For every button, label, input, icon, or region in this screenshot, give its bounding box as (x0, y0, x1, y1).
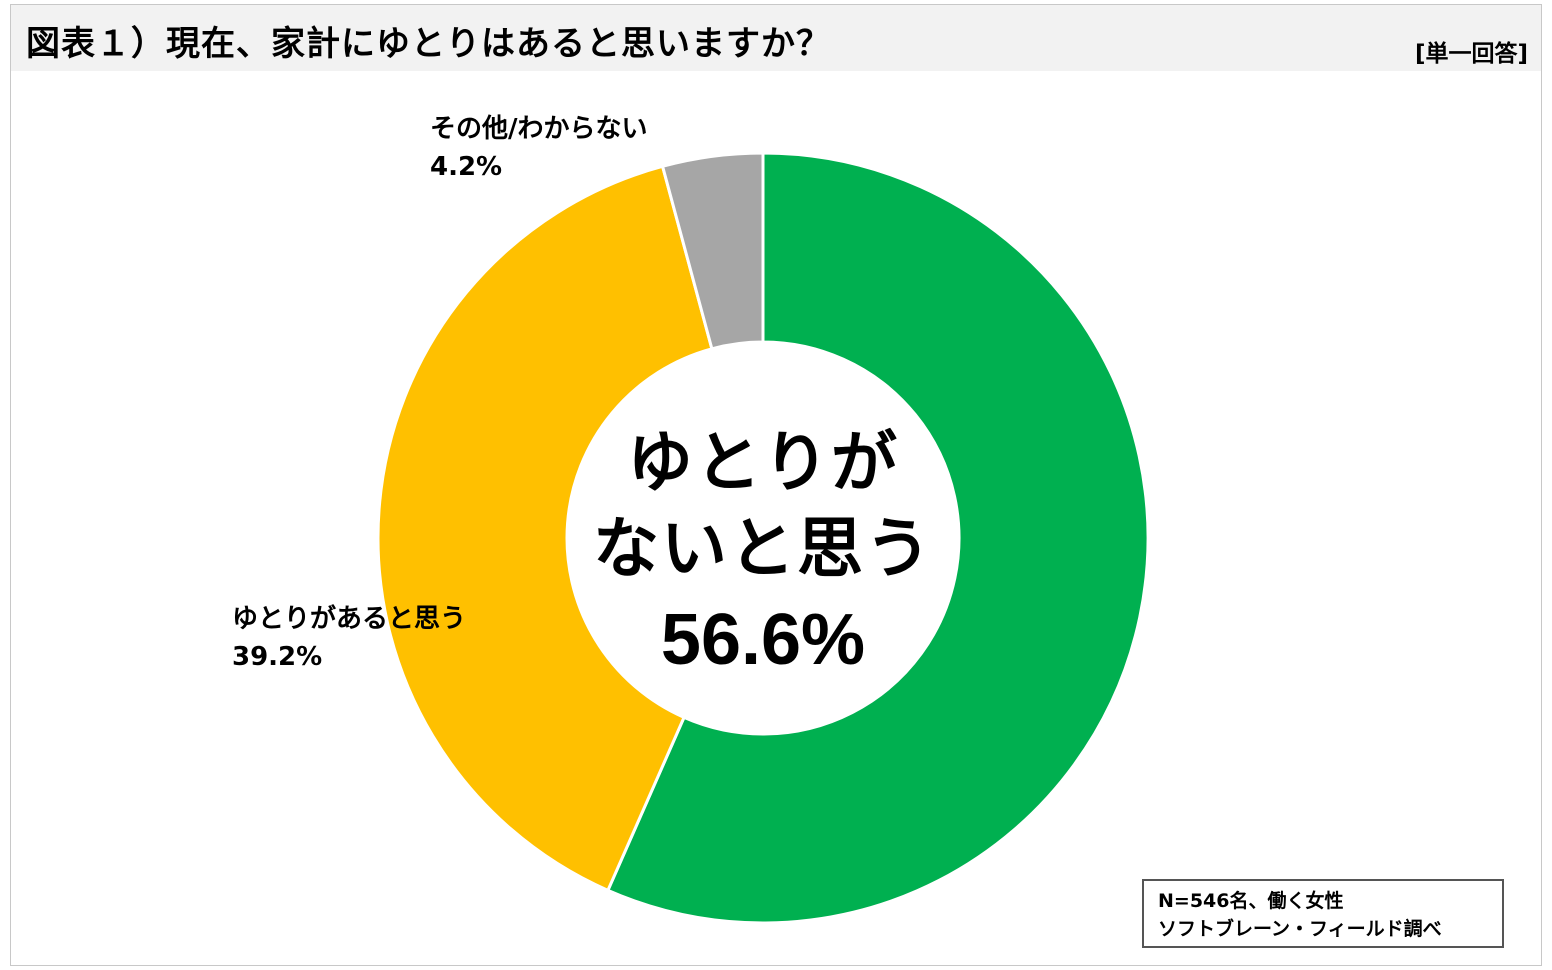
center-label-value: 56.6% (660, 600, 866, 680)
donut-slice-1 (376, 164, 714, 893)
center-label: ゆとりが ないと思う 56.6% (563, 420, 963, 688)
slice-label-other-name: その他/わからない (430, 114, 648, 144)
source-note-line2: ソフトブレーン・フィールド調べ (1158, 918, 1442, 940)
slice-label-yes-name: ゆとりがあると思う (232, 604, 467, 634)
center-label-line2: ないと思う (593, 510, 933, 587)
donut-slice-2 (660, 151, 765, 351)
slice-label-yes-value: 39.2% (232, 642, 323, 672)
source-note: N=546名、働く女性 ソフトブレーン・フィールド調べ (1142, 879, 1504, 948)
slice-label-other-value: 4.2% (430, 152, 503, 182)
donut-slice-0 (605, 151, 1150, 925)
slice-label-other: その他/わからない 4.2% (430, 110, 648, 186)
source-note-line1: N=546名、働く女性 (1158, 890, 1344, 912)
chart-title: 図表１）現在、家計にゆとりはあると思いますか？ (26, 24, 831, 64)
title-bar (11, 5, 1541, 71)
answer-type-label: [単一回答] (1414, 41, 1528, 67)
center-label-line1: ゆとりが (627, 424, 899, 501)
slice-label-yes: ゆとりがあると思う 39.2% (232, 600, 466, 676)
